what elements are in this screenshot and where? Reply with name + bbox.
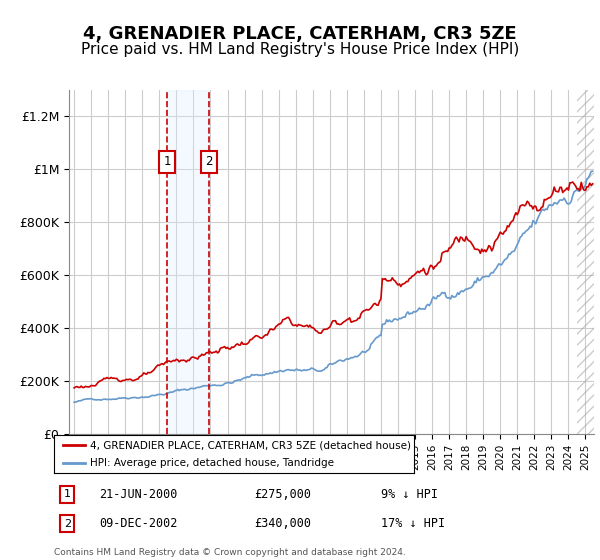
Bar bbox=[167, 90, 209, 434]
Text: HPI: Average price, detached house, Tandridge: HPI: Average price, detached house, Tand… bbox=[90, 458, 334, 468]
Text: Price paid vs. HM Land Registry's House Price Index (HPI): Price paid vs. HM Land Registry's House … bbox=[81, 42, 519, 57]
Text: £275,000: £275,000 bbox=[254, 488, 311, 501]
Text: 1: 1 bbox=[64, 489, 71, 499]
Text: 1: 1 bbox=[164, 156, 171, 169]
Text: £340,000: £340,000 bbox=[254, 517, 311, 530]
Text: 17% ↓ HPI: 17% ↓ HPI bbox=[382, 517, 445, 530]
Text: 2: 2 bbox=[64, 519, 71, 529]
Text: 9% ↓ HPI: 9% ↓ HPI bbox=[382, 488, 439, 501]
Text: 09-DEC-2002: 09-DEC-2002 bbox=[99, 517, 177, 530]
Text: 21-JUN-2000: 21-JUN-2000 bbox=[99, 488, 177, 501]
Bar bbox=[577, 90, 594, 434]
Text: 2: 2 bbox=[206, 156, 213, 169]
Text: 4, GRENADIER PLACE, CATERHAM, CR3 5ZE (detached house): 4, GRENADIER PLACE, CATERHAM, CR3 5ZE (d… bbox=[90, 440, 411, 450]
Text: Contains HM Land Registry data © Crown copyright and database right 2024.: Contains HM Land Registry data © Crown c… bbox=[54, 548, 406, 557]
Text: 4, GRENADIER PLACE, CATERHAM, CR3 5ZE: 4, GRENADIER PLACE, CATERHAM, CR3 5ZE bbox=[83, 25, 517, 43]
